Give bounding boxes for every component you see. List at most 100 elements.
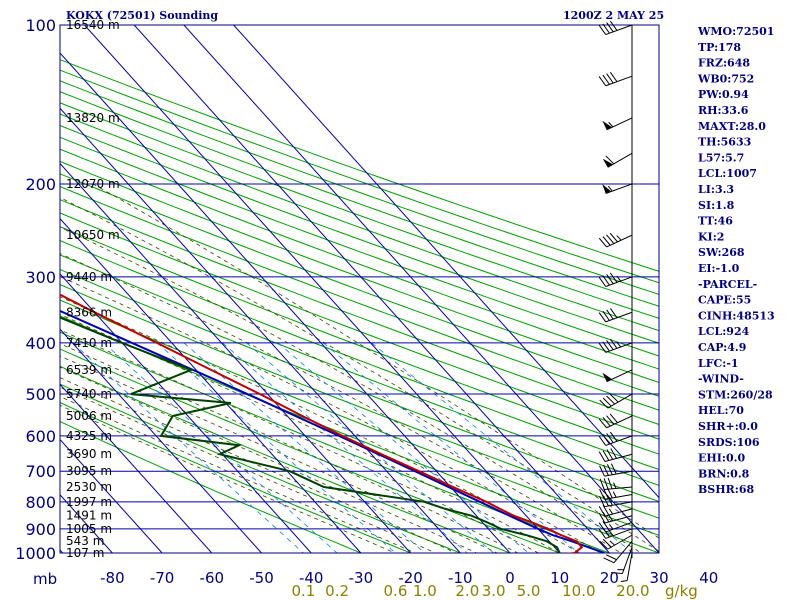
wind-barb-feather: [598, 237, 608, 248]
height-label: 3095 m: [66, 464, 112, 478]
station-title: KOKX (72501) Sounding: [66, 9, 218, 22]
mixing-ratio-line: [246, 342, 495, 553]
wind-barb-feather: [598, 24, 607, 35]
pressure-tick-label: 900: [25, 520, 56, 539]
wind-barb: [605, 311, 633, 323]
wind-barb-feather: [607, 477, 613, 489]
wind-barb-feather: [606, 73, 614, 84]
wind-barb-feather: [610, 463, 617, 475]
index-value: EI:-1.0: [698, 262, 740, 275]
moist-adiabat: [60, 386, 437, 553]
dry-adiabat: [60, 283, 659, 519]
wind-barb-feather: [606, 433, 614, 443]
wind-barb: [604, 486, 633, 490]
index-value: -PARCEL-: [698, 278, 757, 291]
mixing-ratio-tick-label: 10.0: [562, 582, 595, 600]
height-label: 2530 m: [66, 480, 112, 494]
indices-panel: WMO:72501 TP:178 FRZ:648 WB0:752 PW:0.94 RH:3…: [697, 25, 775, 496]
isotherm: [60, 273, 312, 553]
wind-barb-feather: [602, 434, 610, 445]
dry-adiabat: [60, 113, 659, 332]
mixing-ratio-tick-label: 2.0: [455, 582, 479, 600]
wind-barb-feather: [606, 22, 614, 33]
wind-barb-half-feather: [608, 530, 614, 536]
moist-adiabat: [60, 404, 397, 553]
wind-barb-feather: [603, 464, 609, 476]
dry-adiabat: [60, 212, 659, 440]
temperature-tick-label: -70: [150, 569, 175, 587]
moist-adiabat: [60, 377, 457, 553]
wind-barb-feather: [603, 495, 609, 507]
dry-adiabat: [60, 173, 659, 397]
isotherm: [84, 25, 561, 553]
wind-barb-feather: [602, 341, 610, 352]
pressure-tick-label: 700: [25, 462, 56, 481]
wind-barb-feather: [598, 312, 607, 323]
mixing-ratio-tick-label: 3.0: [482, 582, 506, 600]
dry-adiabat: [60, 124, 659, 344]
wind-barb-feather: [598, 418, 608, 429]
chart-curves: [60, 293, 605, 553]
pressure-tick-label: 200: [25, 175, 56, 194]
wind-barb-feather: [606, 415, 615, 425]
wind-barb: [607, 152, 633, 168]
wind-barb-feather: [598, 276, 607, 287]
mixing-ratio-tick-label: 5.0: [517, 582, 541, 600]
isotherm: [60, 383, 213, 553]
wind-pennant: [602, 158, 613, 168]
index-value: TT:46: [698, 215, 733, 228]
wind-barb-feather: [602, 310, 610, 321]
wind-pennant: [602, 372, 613, 382]
mixing-ratio-tick-label: 0.2: [325, 582, 349, 600]
dry-adiabat: [60, 254, 659, 486]
index-value: MAXT:28.0: [698, 120, 766, 133]
wind-barb-feather: [598, 528, 607, 539]
wind-barb: [605, 24, 633, 36]
wind-barb-half-feather: [608, 508, 614, 515]
wind-barb: [605, 276, 633, 287]
mixing-ratio-line: [103, 342, 338, 553]
wind-barb: [605, 183, 633, 194]
temperature-tick-label: -10: [448, 569, 473, 587]
mixing-ratio-line: [323, 342, 580, 553]
wind-barb-half-feather: [608, 121, 614, 128]
dry-adiabat: [60, 102, 659, 319]
wind-barb-half-feather: [616, 235, 622, 241]
dry-adiabat: [60, 348, 562, 553]
height-label: 6539 m: [66, 363, 112, 377]
dry-adiabat: [60, 80, 659, 295]
height-label: 5006 m: [66, 409, 112, 423]
mixing-ratio-line: [371, 342, 634, 553]
wind-barb-feather: [606, 234, 615, 244]
wind-barb: [605, 435, 633, 446]
wind-barb: [607, 534, 633, 550]
wind-barb: [626, 552, 633, 581]
mixing-ratio-tick-label: 1.0: [413, 582, 437, 600]
index-value: WB0:752: [697, 72, 754, 85]
index-value: -WIND-: [698, 373, 744, 386]
pressure-tick-label: 1000: [15, 544, 56, 563]
wind-barb-feather: [599, 478, 605, 490]
wind-barb: [607, 393, 633, 409]
wind-barb-half-feather: [613, 482, 617, 489]
pressure-tick-label: 600: [25, 427, 56, 446]
index-value: BSHR:68: [698, 483, 754, 496]
dry-adiabat: [60, 186, 659, 411]
wind-barb-half-feather: [612, 491, 617, 498]
index-value: CINH:48513: [698, 309, 775, 322]
height-label: 9440 m: [66, 270, 112, 284]
moist-adiabat: [60, 396, 417, 553]
isotherm: [233, 25, 659, 499]
wind-barb-feather: [602, 23, 610, 34]
wind-barb-feather: [606, 494, 613, 506]
mixing-ratio-tick-label: 0.6: [384, 582, 408, 600]
isotherm: [60, 162, 411, 553]
wind-barb-half-feather: [616, 341, 622, 348]
wind-barb: [604, 470, 633, 477]
wind-barb-feather: [599, 399, 609, 409]
wind-barb: [606, 234, 633, 248]
isotherm: [183, 25, 659, 553]
index-value: L57:5.7: [698, 151, 744, 164]
wind-barb-feather: [603, 557, 615, 564]
wind-barb-feather: [602, 504, 610, 516]
